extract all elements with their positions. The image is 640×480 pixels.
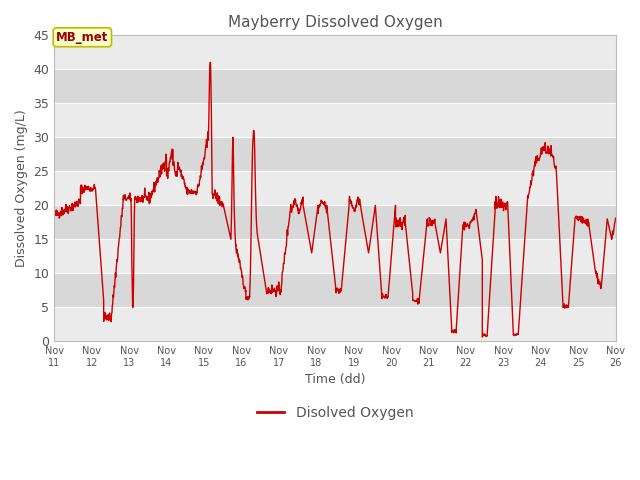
Title: Mayberry Dissolved Oxygen: Mayberry Dissolved Oxygen xyxy=(228,15,442,30)
Bar xyxy=(54,273,616,307)
Bar xyxy=(54,205,616,240)
Bar xyxy=(54,137,616,171)
Bar xyxy=(54,171,616,205)
Text: MB_met: MB_met xyxy=(56,31,109,44)
Bar xyxy=(54,307,616,341)
Bar xyxy=(54,240,616,273)
Bar xyxy=(54,69,616,103)
Legend: Disolved Oxygen: Disolved Oxygen xyxy=(251,400,419,425)
Bar xyxy=(54,36,616,69)
Y-axis label: Dissolved Oxygen (mg/L): Dissolved Oxygen (mg/L) xyxy=(15,109,28,267)
Bar xyxy=(54,103,616,137)
X-axis label: Time (dd): Time (dd) xyxy=(305,373,365,386)
